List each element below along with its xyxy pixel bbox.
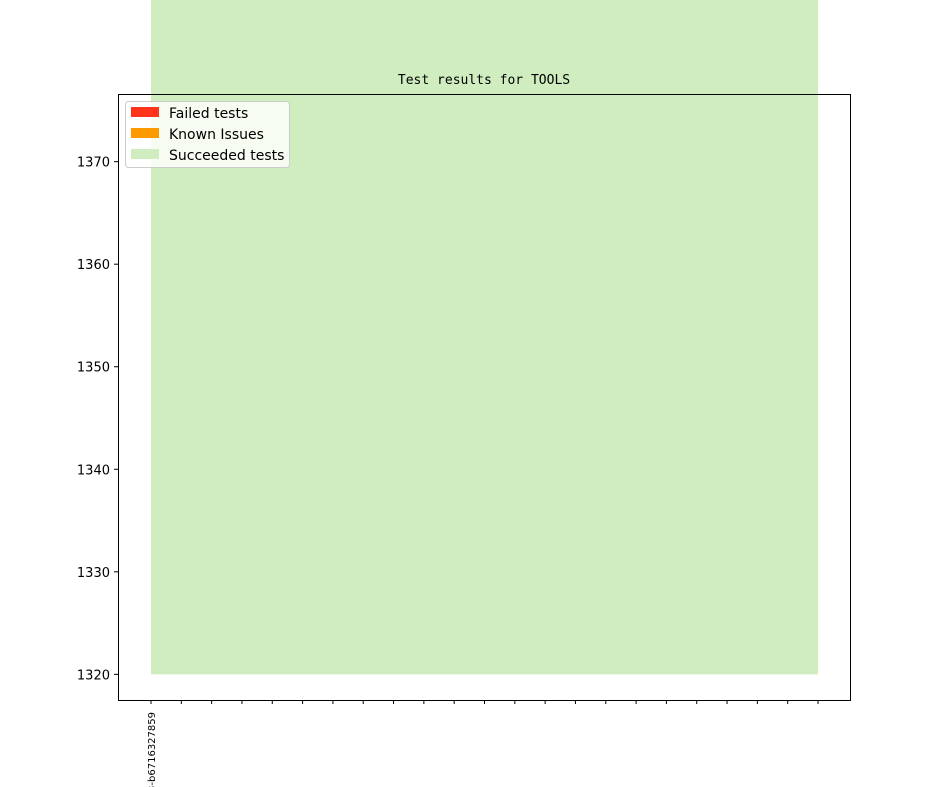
y-tick-label: 1350 <box>77 361 110 376</box>
y-tick-label: 1320 <box>77 668 110 683</box>
legend-label: Succeeded tests <box>169 148 284 164</box>
legend-swatch <box>131 107 159 117</box>
y-tick-label: 1340 <box>77 463 110 478</box>
legend-swatch <box>131 149 159 159</box>
area-succeeded-tests <box>151 0 818 675</box>
legend-swatch <box>131 128 159 138</box>
x-tick-label: 3-b6716327859 <box>147 712 158 787</box>
y-tick-label: 1370 <box>77 156 110 171</box>
legend-label: Known Issues <box>169 127 264 143</box>
y-tick-label: 1330 <box>77 566 110 581</box>
chart-title: Test results for TOOLS <box>397 73 571 88</box>
y-tick-label: 1360 <box>77 258 110 273</box>
legend: Failed tests Known Issues Succeeded tests <box>125 101 290 168</box>
legend-label: Failed tests <box>169 106 248 122</box>
